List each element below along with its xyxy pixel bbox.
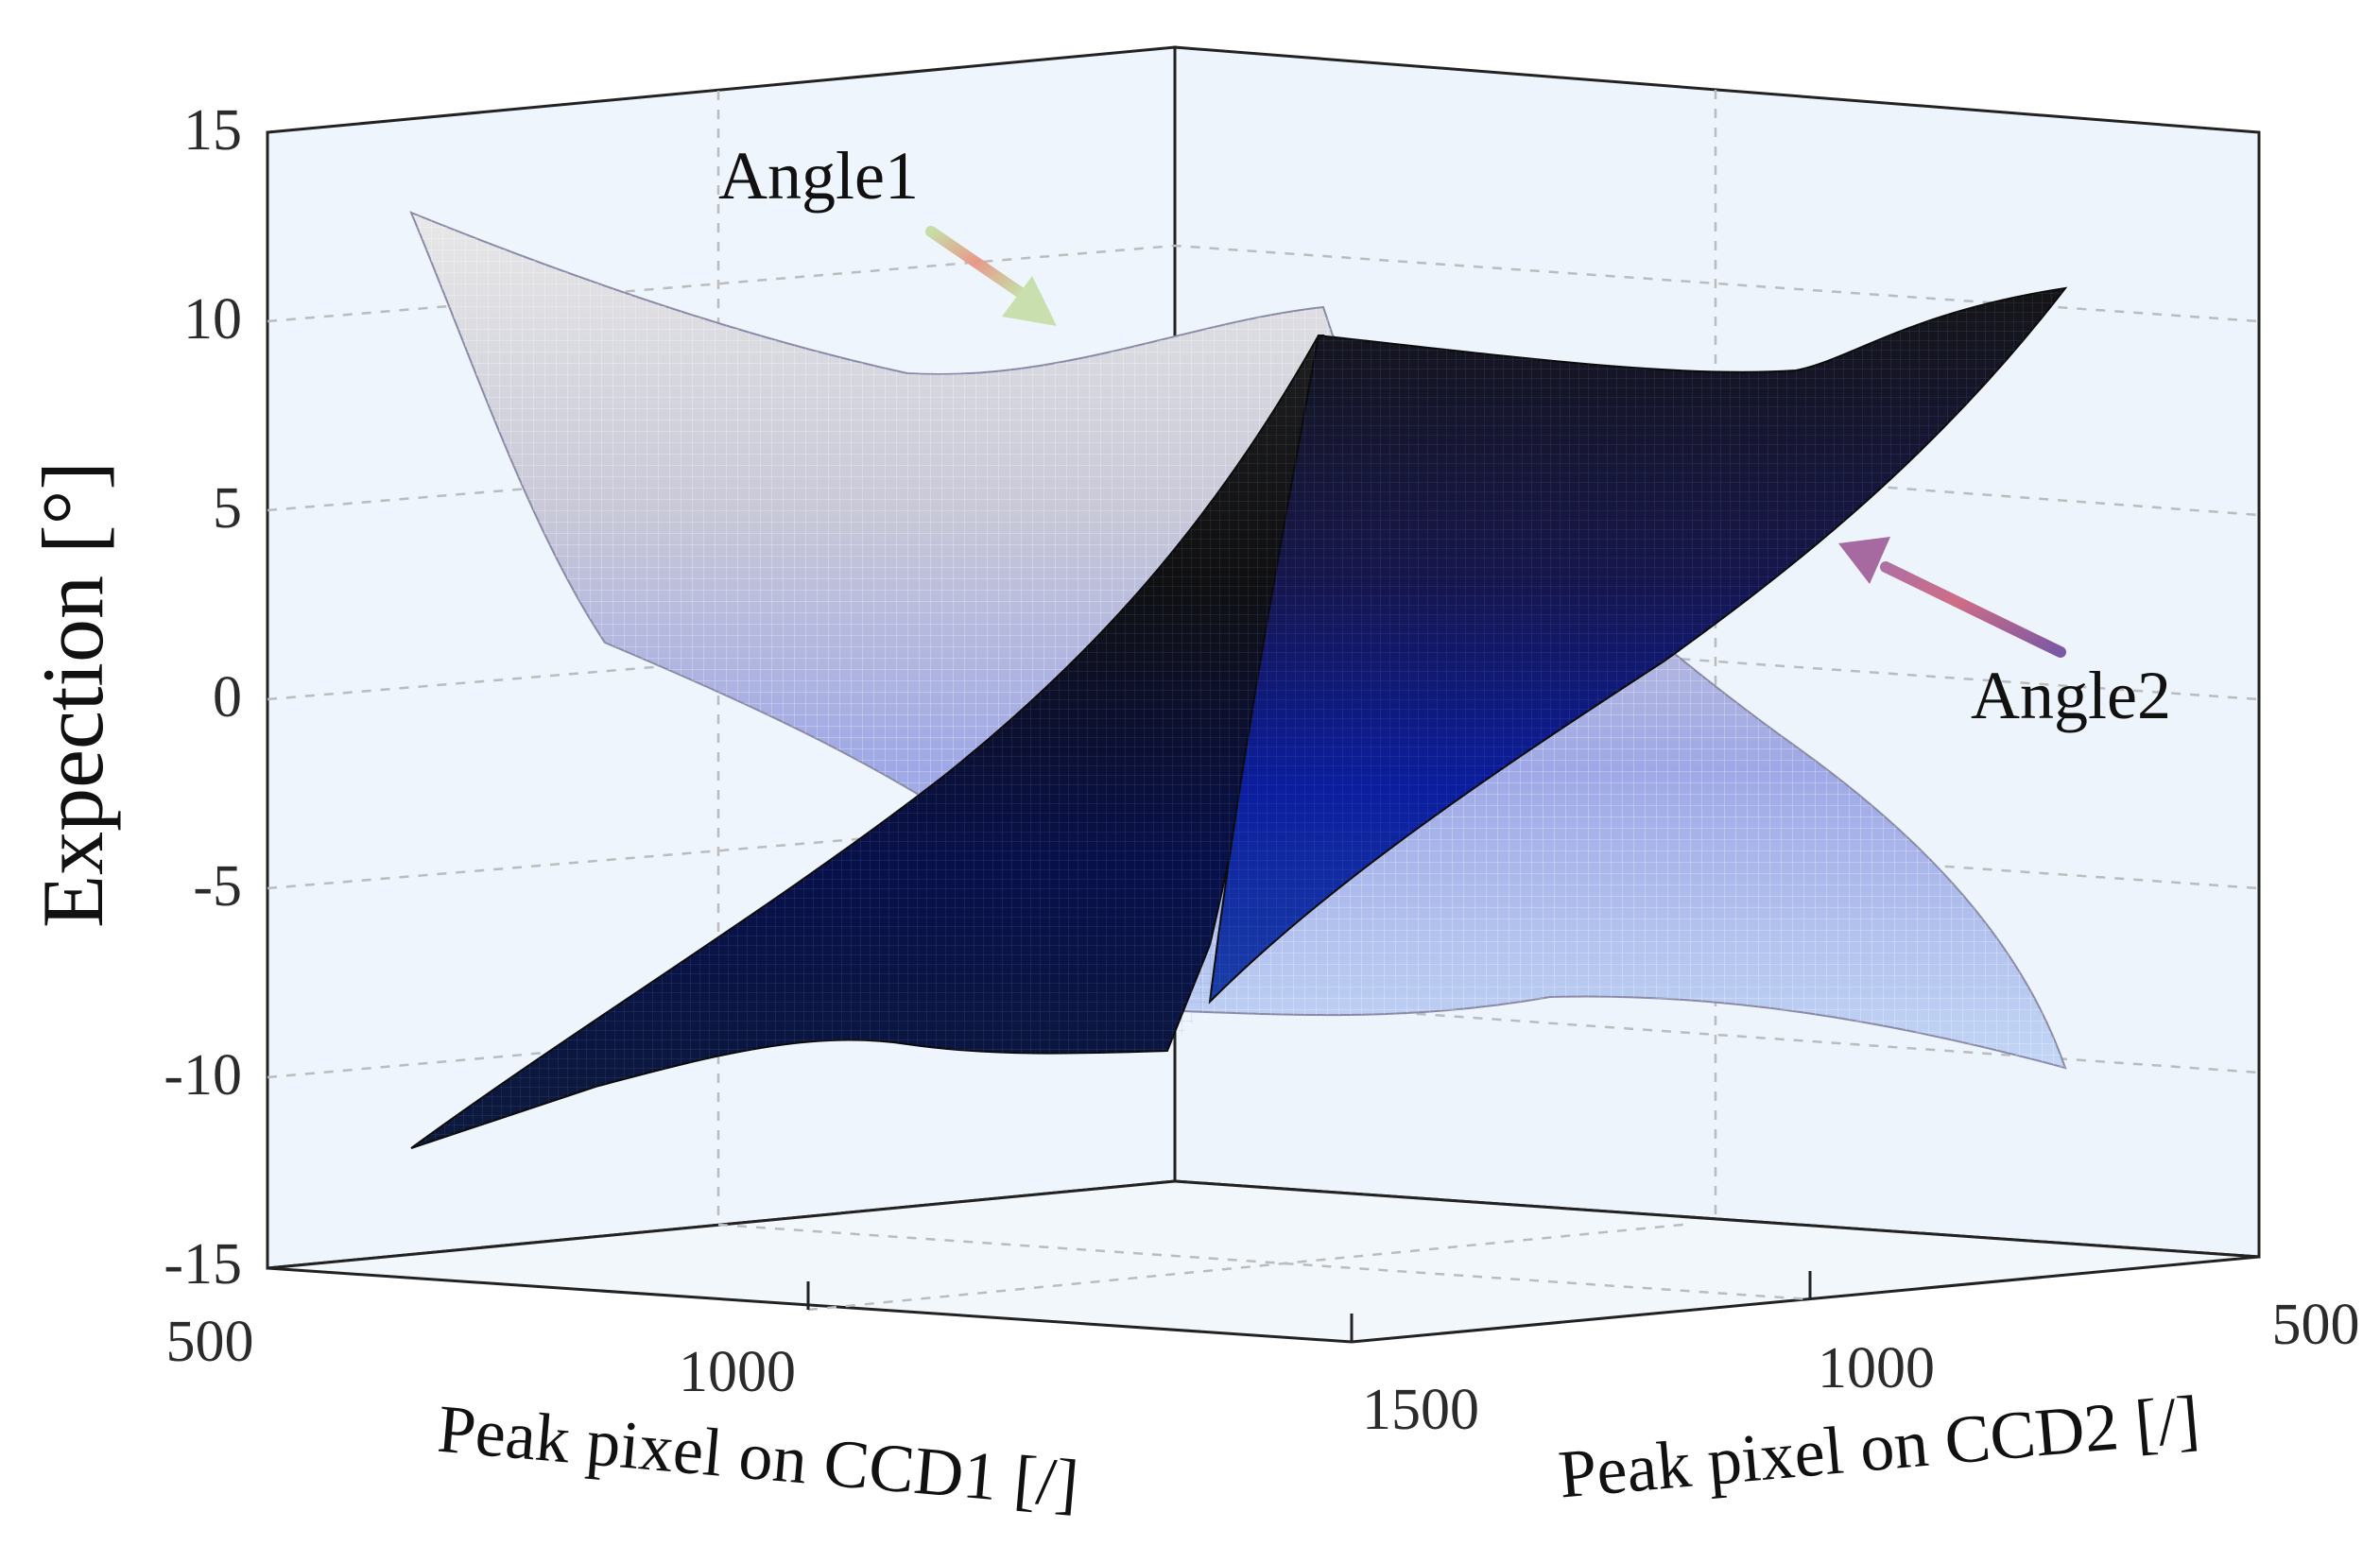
- angle1-annotation: Angle1: [718, 138, 1057, 326]
- y-axis-label: Peak pixel on CCD2 [/]: [1556, 1382, 2202, 1513]
- z-tick-label: -5: [193, 854, 242, 919]
- z-tick-label: 5: [213, 476, 242, 541]
- x-axis-label: Peak pixel on CCD1 [/]: [435, 1391, 1081, 1522]
- y-tick-label: 500: [2272, 1293, 2360, 1357]
- angle1-arrow-shaft: [925, 226, 1026, 299]
- x-tick-label: 1000: [679, 1340, 796, 1404]
- angle2-arrow-shaft: [1880, 561, 2066, 658]
- z-tick-label: -15: [164, 1232, 242, 1297]
- angle2-mesh-texture: [411, 288, 2065, 1148]
- y-ticks: 1000 500: [1808, 1271, 2360, 1400]
- z-tick-label: -10: [164, 1043, 242, 1108]
- x-ticks: 500 1000 1500: [166, 1281, 1479, 1442]
- angle2-surface: [410, 286, 2068, 1149]
- angle1-label: Angle1: [718, 138, 919, 214]
- angle2-arrow-head: [1838, 537, 1890, 584]
- grid-floor-ccd1: [807, 1222, 1693, 1312]
- z-tick-label: 15: [183, 98, 242, 163]
- y-tick-label: 1000: [1818, 1336, 1935, 1400]
- x-tick-label: 500: [166, 1310, 254, 1374]
- floor-back-right-edge: [1174, 1179, 2260, 1259]
- z-ticks: 15 10 5 0 -5 -10 -15: [164, 98, 242, 1297]
- z-axis-label: Expection [°]: [25, 461, 121, 928]
- grid-floor-ccd2: [717, 1223, 1811, 1301]
- z-tick-label: 10: [183, 287, 242, 352]
- angle2-label: Angle2: [1971, 658, 2171, 733]
- angle1-arrow-head: [1002, 276, 1057, 326]
- z-tick-label: 0: [213, 665, 242, 730]
- angle2-annotation: Angle2: [1838, 537, 2171, 733]
- floor-front-right-edge: [1351, 1255, 2260, 1344]
- x-tick-label: 1500: [1362, 1378, 1479, 1442]
